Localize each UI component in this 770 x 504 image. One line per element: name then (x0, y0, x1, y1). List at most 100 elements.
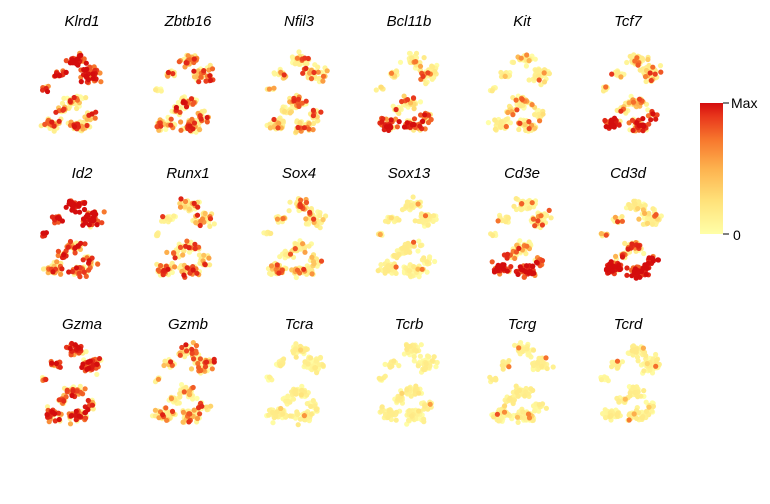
cell-point (73, 417, 79, 423)
cell-point (385, 267, 391, 273)
cell-point (635, 206, 641, 212)
cell-point (202, 262, 208, 268)
cell-point (267, 125, 273, 131)
cell-point (193, 220, 199, 226)
cell-point (318, 109, 324, 115)
cell-point (203, 78, 209, 84)
panel-gzmb: Gzmb (149, 316, 217, 425)
cell-point (640, 221, 647, 227)
cell-point (324, 68, 330, 74)
cell-point (296, 61, 302, 67)
cell-point (646, 404, 652, 410)
cell-point (155, 267, 161, 273)
cell-point (86, 222, 92, 228)
cell-point (197, 127, 203, 133)
cell-point (624, 265, 630, 271)
cell-point (193, 343, 200, 349)
cell-point (43, 376, 49, 383)
cell-point (378, 84, 384, 90)
cell-point (81, 200, 88, 206)
cell-point (206, 255, 212, 261)
cell-point (189, 350, 195, 356)
cell-point (642, 202, 648, 208)
cell-point (308, 411, 314, 417)
cell-point (320, 362, 326, 369)
cell-point (298, 347, 304, 353)
cell-point (605, 263, 612, 269)
cell-point (426, 354, 432, 360)
cell-point (496, 264, 503, 270)
panel-title: Gzma (62, 316, 102, 333)
cell-point (378, 262, 384, 268)
cell-point (510, 399, 516, 405)
panel-title: Klrd1 (64, 13, 99, 30)
cell-point (489, 259, 495, 265)
cell-point (165, 266, 171, 272)
cell-point (492, 268, 499, 274)
cell-point (401, 93, 407, 99)
panel-sox13: Sox13 (375, 165, 439, 280)
cell-point (80, 222, 86, 228)
cell-point (635, 62, 641, 68)
cell-point (287, 199, 293, 205)
cell-point (497, 123, 503, 129)
cell-point (532, 223, 538, 229)
cell-point (523, 269, 529, 275)
cell-point (506, 364, 512, 370)
panel-title: Sox13 (388, 165, 431, 182)
cell-point (183, 342, 189, 348)
cell-point (293, 274, 299, 281)
cell-point (40, 266, 47, 272)
cell-point (642, 74, 649, 80)
cell-point (317, 354, 324, 361)
cell-point (526, 126, 532, 132)
cell-point (300, 241, 306, 247)
cell-point (536, 408, 542, 414)
cell-point (209, 66, 216, 72)
cell-point (270, 410, 276, 416)
cell-point (304, 61, 310, 67)
cell-point (89, 402, 96, 408)
cell-point (266, 412, 272, 418)
cell-point (160, 412, 166, 418)
cell-point (302, 249, 308, 255)
cell-point (415, 248, 421, 254)
cell-point (310, 120, 317, 127)
cell-point (158, 123, 164, 129)
cell-point (299, 387, 305, 393)
cell-point (411, 106, 417, 112)
cell-point (182, 204, 188, 210)
cell-point (526, 77, 532, 83)
cell-point (504, 251, 511, 257)
cell-point (639, 55, 646, 62)
cell-point (506, 73, 512, 79)
cell-point (268, 263, 275, 269)
cell-point (198, 74, 204, 80)
cell-point (640, 116, 646, 122)
cell-point (183, 384, 189, 390)
cell-point (69, 392, 75, 399)
cell-point (407, 272, 413, 278)
cell-point (600, 88, 607, 94)
cell-point (641, 388, 647, 394)
cell-point (98, 79, 104, 85)
cell-point (517, 120, 523, 126)
cell-point (634, 55, 640, 61)
cell-point (502, 403, 508, 409)
cell-point (180, 252, 186, 258)
cell-point (626, 202, 632, 208)
cell-point (289, 54, 295, 60)
cell-point (615, 69, 621, 75)
cell-point (425, 222, 431, 228)
panel-tcrd: Tcrd (598, 316, 662, 423)
cell-point (92, 115, 98, 121)
cell-point (312, 365, 319, 371)
cell-point (276, 270, 282, 276)
cell-point (186, 419, 192, 425)
cell-point (79, 364, 85, 370)
cell-point (190, 384, 196, 391)
cell-point (505, 215, 511, 221)
cell-point (293, 347, 299, 353)
cell-point (626, 100, 632, 106)
cell-point (407, 343, 413, 349)
